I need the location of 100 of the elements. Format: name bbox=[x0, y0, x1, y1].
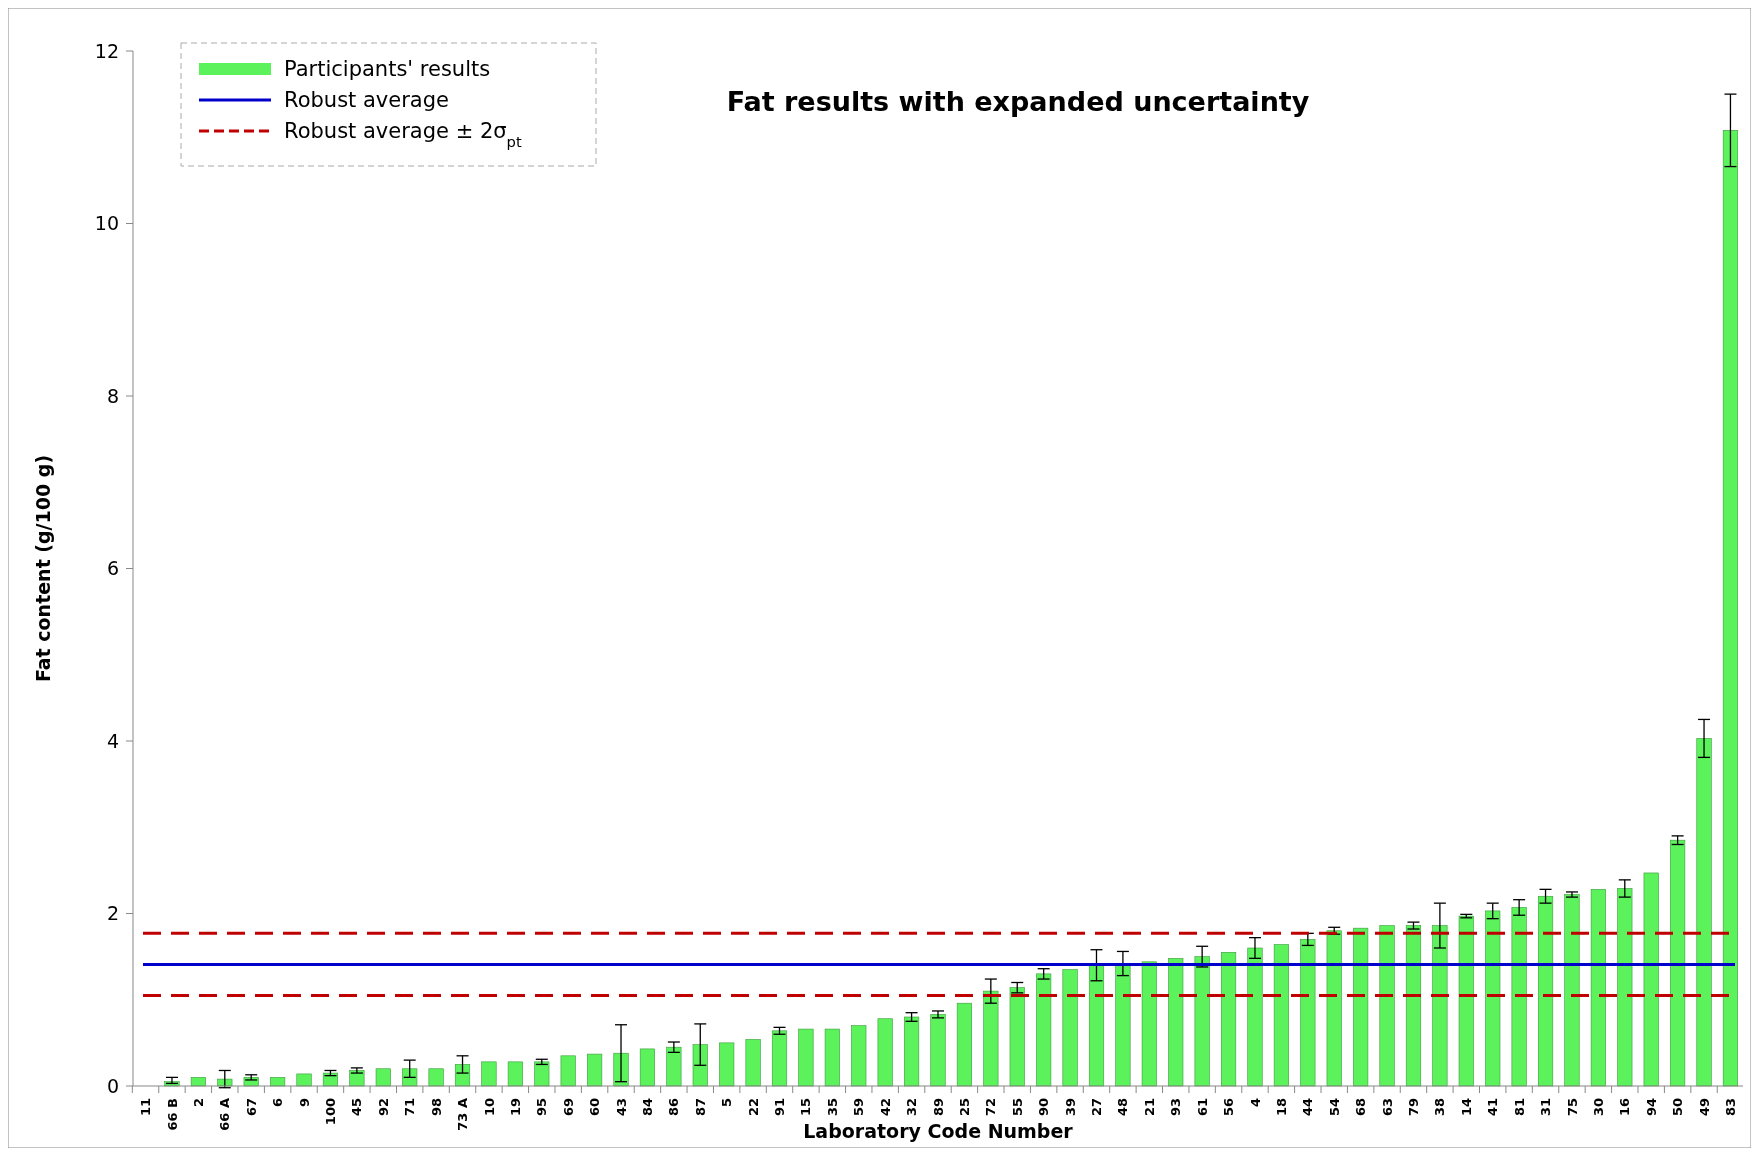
bar bbox=[481, 1061, 497, 1087]
x-tick-label: 100 bbox=[323, 1098, 338, 1126]
bar bbox=[1379, 925, 1395, 1087]
bar bbox=[1326, 930, 1342, 1087]
bar bbox=[1696, 738, 1712, 1087]
y-tick-label: 12 bbox=[94, 39, 119, 62]
bar bbox=[851, 1025, 867, 1087]
bar bbox=[1485, 910, 1501, 1087]
bar bbox=[904, 1016, 920, 1087]
x-tick-label: 54 bbox=[1326, 1098, 1342, 1117]
y-tick-label: 0 bbox=[106, 1074, 119, 1097]
y-tick-label: 2 bbox=[106, 902, 119, 925]
bar bbox=[534, 1061, 550, 1087]
x-tick-label: 60 bbox=[587, 1098, 603, 1117]
x-tick-label: 72 bbox=[983, 1098, 999, 1117]
bar bbox=[1036, 973, 1052, 1087]
bar bbox=[639, 1048, 655, 1087]
bar bbox=[1511, 907, 1527, 1087]
bar bbox=[1247, 947, 1263, 1087]
bar bbox=[402, 1068, 418, 1087]
x-tick-label: 10 bbox=[481, 1098, 497, 1117]
x-tick-label: 35 bbox=[824, 1098, 840, 1117]
x-tick-label: 73 A bbox=[455, 1098, 471, 1131]
x-tick-label: 83 bbox=[1723, 1098, 1738, 1117]
x-tick-label: 63 bbox=[1379, 1098, 1395, 1117]
bar bbox=[1221, 952, 1237, 1087]
x-tick-label: 56 bbox=[1221, 1098, 1237, 1117]
x-tick-label: 43 bbox=[613, 1098, 629, 1117]
x-axis-title: Laboratory Code Number bbox=[803, 1120, 1074, 1142]
y-tick-label: 4 bbox=[106, 729, 119, 752]
bar bbox=[1009, 987, 1025, 1087]
bar bbox=[1432, 925, 1448, 1087]
x-tick-label: 66 B bbox=[164, 1098, 180, 1131]
x-tick-label: 67 bbox=[243, 1098, 259, 1117]
x-tick-label: 41 bbox=[1485, 1098, 1501, 1117]
bar bbox=[190, 1077, 206, 1087]
x-tick-label: 95 bbox=[534, 1098, 550, 1117]
bar bbox=[692, 1044, 708, 1087]
x-tick-label: 25 bbox=[956, 1098, 972, 1117]
y-tick-label: 8 bbox=[106, 384, 119, 407]
bar bbox=[1141, 961, 1157, 1087]
bar bbox=[877, 1018, 893, 1087]
bar bbox=[560, 1055, 576, 1087]
bar bbox=[956, 1002, 972, 1087]
x-tick-label: 27 bbox=[1089, 1098, 1105, 1117]
bar bbox=[771, 1030, 788, 1087]
bar bbox=[1722, 130, 1739, 1087]
x-tick-label: 59 bbox=[851, 1098, 867, 1117]
bar bbox=[983, 990, 999, 1087]
bar bbox=[1590, 889, 1606, 1087]
x-tick-label: 50 bbox=[1670, 1098, 1686, 1117]
bar bbox=[1458, 915, 1474, 1087]
x-tick-label: 45 bbox=[349, 1098, 365, 1117]
x-tick-label: 86 bbox=[666, 1098, 682, 1117]
bar bbox=[666, 1046, 682, 1087]
bar bbox=[217, 1078, 233, 1087]
bar bbox=[1088, 964, 1105, 1087]
bar bbox=[270, 1077, 286, 1087]
legend-label: Robust average ± 2σ$_{pt}$ bbox=[284, 119, 522, 150]
x-tick-label: 92 bbox=[375, 1098, 391, 1117]
x-tick-label: 38 bbox=[1432, 1098, 1448, 1117]
x-tick-label: 5 bbox=[719, 1098, 735, 1108]
y-tick-label: 10 bbox=[94, 212, 119, 235]
x-tick-label: 16 bbox=[1617, 1098, 1633, 1117]
x-tick-label: 55 bbox=[1009, 1098, 1025, 1117]
bar bbox=[745, 1039, 761, 1087]
x-tick-label: 4 bbox=[1247, 1098, 1263, 1108]
bar bbox=[296, 1073, 312, 1087]
x-tick-label: 89 bbox=[930, 1098, 946, 1117]
bar bbox=[428, 1068, 444, 1087]
x-tick-label: 98 bbox=[428, 1098, 444, 1117]
y-axis-title: Fat content (g/100 g) bbox=[32, 454, 54, 683]
x-tick-label: 91 bbox=[772, 1098, 788, 1117]
x-tick-label: 9 bbox=[296, 1098, 312, 1108]
x-tick-label: 39 bbox=[1062, 1098, 1078, 1117]
x-tick-label: 79 bbox=[1406, 1098, 1422, 1117]
bar bbox=[1643, 872, 1659, 1087]
x-tick-label: 6 bbox=[270, 1098, 286, 1108]
y-tick-label: 6 bbox=[106, 557, 119, 580]
bar bbox=[507, 1061, 523, 1087]
x-tick-label: 93 bbox=[1168, 1098, 1184, 1117]
bar bbox=[1194, 956, 1210, 1087]
x-tick-label: 21 bbox=[1141, 1098, 1157, 1117]
x-tick-label: 49 bbox=[1696, 1098, 1712, 1117]
legend-label: Participants' results bbox=[284, 57, 491, 82]
bar bbox=[719, 1042, 735, 1087]
bar bbox=[1300, 939, 1316, 1087]
text: Fat results with expanded uncertainty bbox=[726, 86, 1310, 117]
x-tick-label: 66 A bbox=[217, 1098, 233, 1131]
x-tick-label: 30 bbox=[1590, 1098, 1606, 1117]
bar bbox=[1062, 969, 1078, 1087]
x-tick-label: 69 bbox=[560, 1098, 576, 1117]
x-tick-label: 31 bbox=[1538, 1098, 1554, 1117]
x-tick-label: 32 bbox=[904, 1098, 920, 1117]
x-tick-label: 22 bbox=[745, 1098, 761, 1117]
bar bbox=[1564, 894, 1580, 1087]
x-tick-label: 48 bbox=[1115, 1098, 1131, 1117]
x-tick-label: 44 bbox=[1300, 1098, 1316, 1117]
x-tick-label: 15 bbox=[798, 1098, 814, 1117]
x-tick-label: 14 bbox=[1458, 1098, 1474, 1117]
